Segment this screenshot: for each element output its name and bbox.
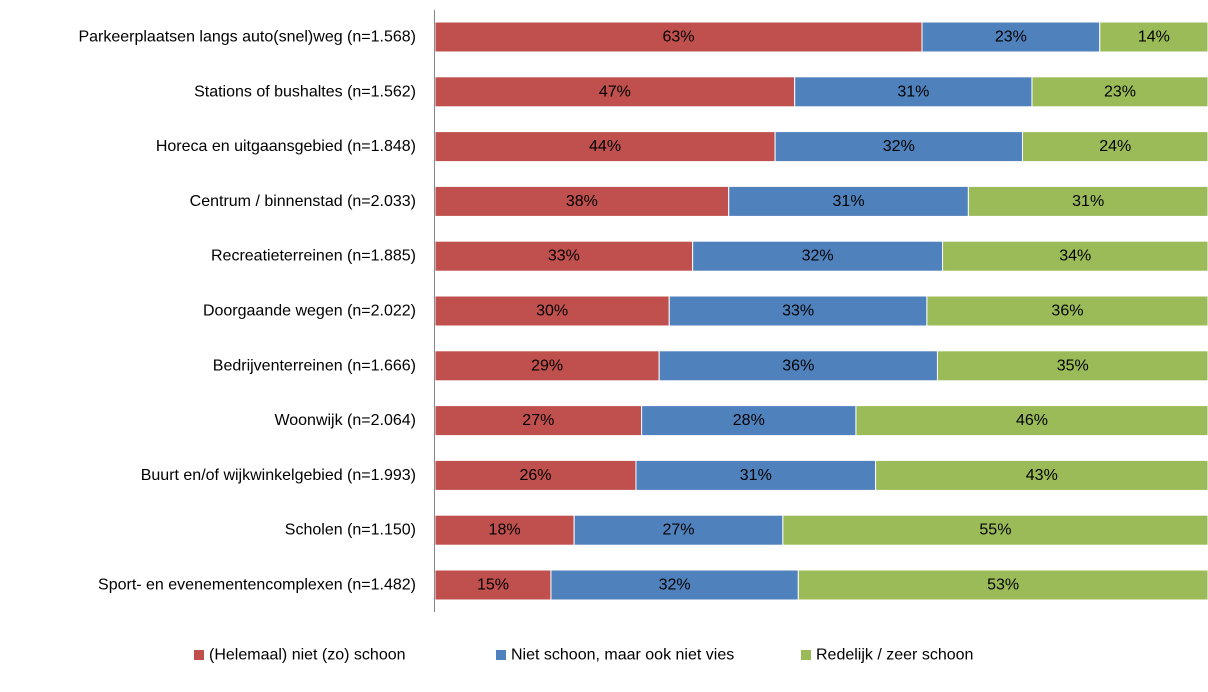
category-label: Woonwijk (n=2.064)	[274, 412, 416, 429]
bar-segment	[434, 405, 643, 437]
legend: (Helemaal) niet (zo) schoon Niet schoon, …	[194, 647, 973, 664]
legend-label: Niet schoon, maar ook niet vies	[511, 647, 734, 664]
category-label: Bedrijventerreinen (n=1.666)	[213, 357, 416, 374]
data-label: 44%	[589, 138, 621, 155]
category-label: Doorgaande wegen (n=2.022)	[203, 303, 416, 320]
data-label: 32%	[659, 577, 691, 594]
data-label: 30%	[536, 303, 568, 320]
data-label: 15%	[477, 577, 509, 594]
data-label: 24%	[1099, 138, 1131, 155]
bar-segment	[658, 350, 938, 382]
bar-segment	[921, 21, 1101, 53]
bar-segment	[573, 514, 784, 546]
data-label: 31%	[897, 83, 929, 100]
data-label: 47%	[599, 83, 631, 100]
bar-segment	[926, 295, 1208, 327]
data-label: 33%	[782, 303, 814, 320]
bar-segment	[434, 240, 694, 272]
category-labels: Parkeerplaatsen langs auto(snel)weg (n=1…	[78, 29, 416, 594]
data-label: 32%	[883, 138, 915, 155]
data-label: 43%	[1026, 467, 1058, 484]
bar-segment	[434, 295, 670, 327]
bar-segment	[855, 405, 1208, 437]
bar-segment	[797, 569, 1208, 601]
bar-segment	[967, 185, 1208, 217]
legend-swatch	[194, 650, 204, 660]
bar-segment	[434, 350, 660, 382]
data-label: 38%	[566, 193, 598, 210]
data-label: 23%	[995, 29, 1027, 46]
data-label: 27%	[662, 522, 694, 539]
legend-label: Redelijk / zeer schoon	[816, 647, 973, 664]
data-label: 27%	[522, 412, 554, 429]
data-label: 36%	[1051, 303, 1083, 320]
bar-segment	[635, 459, 877, 491]
bar-segment	[875, 459, 1208, 491]
data-label: 28%	[733, 412, 765, 429]
category-label: Recreatieterreinen (n=1.885)	[211, 248, 416, 265]
data-label: 34%	[1059, 248, 1091, 265]
data-label: 23%	[1104, 83, 1136, 100]
bar-segment	[434, 185, 730, 217]
category-label: Buurt en/of wijkwinkelgebied (n=1.993)	[141, 467, 416, 484]
data-label: 32%	[802, 248, 834, 265]
category-label: Horeca en uitgaansgebied (n=1.848)	[156, 138, 416, 155]
bar-segment	[936, 350, 1208, 382]
legend-label: (Helemaal) niet (zo) schoon	[209, 647, 406, 664]
category-label: Scholen (n=1.150)	[285, 522, 416, 539]
bar-segment	[794, 76, 1033, 108]
data-label: 31%	[740, 467, 772, 484]
data-label: 36%	[782, 357, 814, 374]
data-label: 26%	[519, 467, 551, 484]
data-label: 31%	[1072, 193, 1104, 210]
bars-layer: 63% 23% 14% 47% 31% 23% 44% 32% 24% 38% 31% 31% 33% 3…	[434, 21, 1208, 601]
category-label: Stations of bushaltes (n=1.562)	[194, 83, 416, 100]
bar-segment	[692, 240, 944, 272]
bar-segment	[641, 405, 857, 437]
category-label: Sport- en evenementencomplexen (n=1.482)	[98, 577, 416, 594]
data-label: 63%	[662, 29, 694, 46]
category-label: Centrum / binnenstad (n=2.033)	[190, 193, 416, 210]
data-label: 14%	[1138, 29, 1170, 46]
bar-segment	[550, 569, 799, 601]
bar-segment	[942, 240, 1208, 272]
data-label: 33%	[548, 248, 580, 265]
data-label: 55%	[979, 522, 1011, 539]
bar-segment	[728, 185, 969, 217]
bar-segment	[434, 76, 796, 108]
data-label: 53%	[987, 577, 1019, 594]
legend-swatch	[496, 650, 506, 660]
bar-segment	[668, 295, 928, 327]
data-label: 35%	[1057, 357, 1089, 374]
category-label: Parkeerplaatsen langs auto(snel)weg (n=1…	[78, 29, 416, 46]
bar-segment	[434, 21, 923, 53]
data-label: 31%	[833, 193, 865, 210]
data-label: 46%	[1016, 412, 1048, 429]
bar-segment	[782, 514, 1208, 546]
bar-segment	[1099, 21, 1208, 53]
data-label: 29%	[531, 357, 563, 374]
data-label: 18%	[489, 522, 521, 539]
bar-segment	[434, 514, 575, 546]
legend-swatch	[801, 650, 811, 660]
bar-segment	[1031, 76, 1208, 108]
bar-segment	[434, 459, 637, 491]
